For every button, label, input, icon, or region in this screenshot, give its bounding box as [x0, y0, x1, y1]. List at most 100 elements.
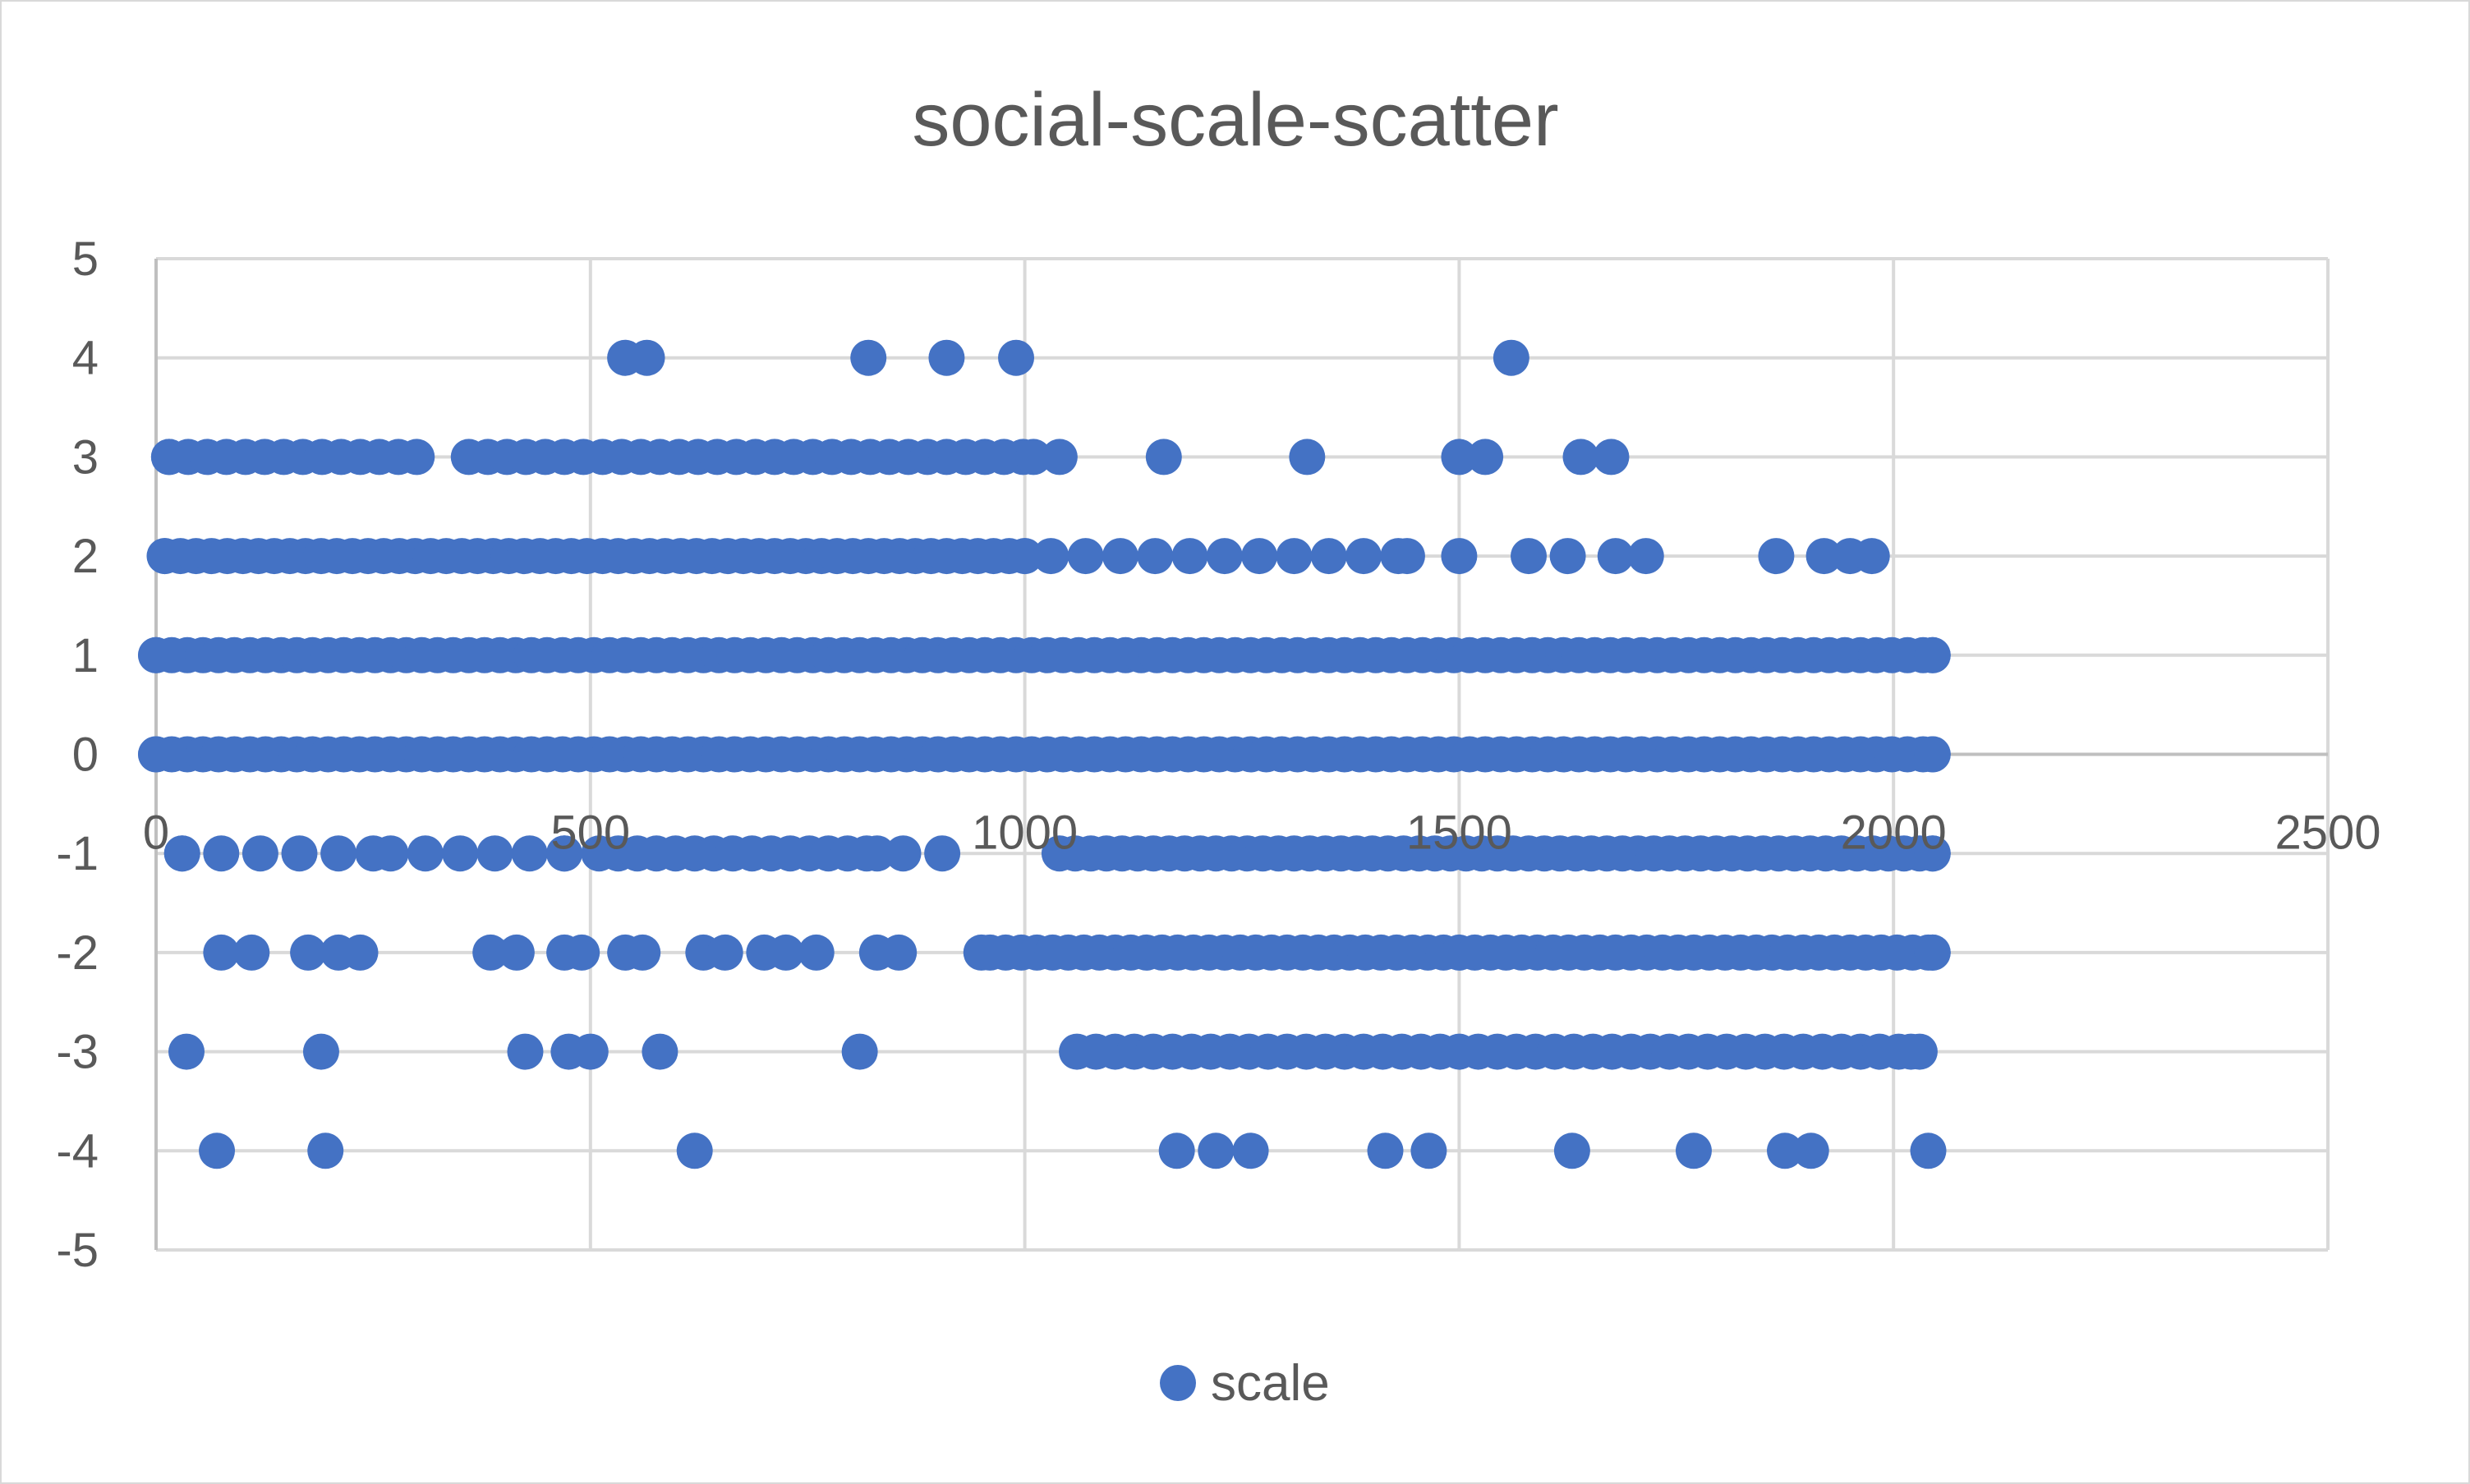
scatter-point — [841, 1033, 878, 1070]
x-tick-label: 1500 — [1406, 806, 1512, 860]
y-tick-label: 0 — [72, 728, 99, 782]
scatter-point — [372, 835, 409, 872]
y-tick-label: 3 — [72, 430, 99, 484]
x-tick-label: 0 — [143, 806, 169, 860]
series-scale-points — [138, 339, 1951, 1169]
scatter-point — [1792, 1133, 1829, 1169]
y-tick-label: -2 — [56, 926, 99, 980]
scatter-point — [881, 934, 918, 971]
scatter-point — [507, 1033, 544, 1070]
scatter-point — [1914, 835, 1951, 872]
scatter-point — [1158, 1133, 1195, 1169]
y-tick-label: -3 — [56, 1026, 99, 1079]
scatter-point — [1914, 736, 1951, 773]
scatter-point — [199, 1133, 236, 1169]
y-tick-label: 2 — [72, 530, 99, 583]
scatter-point — [1102, 538, 1138, 575]
y-tick-label: 5 — [72, 232, 99, 286]
legend-marker-scale — [1160, 1365, 1196, 1401]
scatter-point — [1345, 538, 1382, 575]
scatter-point — [572, 1033, 609, 1070]
scatter-point — [1593, 439, 1630, 476]
scatter-point — [924, 835, 961, 872]
scatter-point — [1853, 538, 1890, 575]
scatter-point — [203, 835, 240, 872]
scatter-point — [398, 439, 435, 476]
y-tick-label: -5 — [56, 1224, 99, 1277]
scatter-point — [1441, 538, 1478, 575]
scatter-point — [1232, 1133, 1269, 1169]
scatter-point — [1206, 538, 1243, 575]
x-tick-label: 500 — [550, 806, 630, 860]
scatter-point — [307, 1133, 344, 1169]
scatter-point — [1562, 439, 1599, 476]
scatter-point — [798, 934, 835, 971]
chart-title: social-scale-scatter — [912, 78, 1558, 162]
scatter-point — [706, 934, 743, 971]
scatter-point — [1241, 538, 1278, 575]
scatter-point — [1006, 538, 1043, 575]
scatter-point — [138, 736, 174, 773]
scatter-point — [472, 934, 509, 971]
scatter-point — [302, 1033, 339, 1070]
scatter-point — [1367, 1133, 1404, 1169]
scatter-point — [858, 835, 895, 872]
scatter-point — [476, 835, 513, 872]
scatter-point — [628, 339, 665, 376]
scatter-point — [168, 1033, 205, 1070]
scatter-point — [1511, 538, 1548, 575]
scatter-point — [233, 934, 270, 971]
y-tick-label: 1 — [72, 629, 99, 682]
scatter-point — [1901, 1033, 1938, 1070]
scatter-point — [150, 439, 187, 476]
scatter-point — [1597, 538, 1634, 575]
scatter-point — [203, 934, 240, 971]
scatter-point — [290, 934, 327, 971]
scatter-point — [320, 835, 357, 872]
legend-label-scale: scale — [1211, 1355, 1330, 1412]
scatter-point — [1549, 538, 1586, 575]
scatter-point — [1276, 538, 1313, 575]
scatter-point — [1493, 339, 1529, 376]
scatter-point — [624, 934, 661, 971]
y-tick-label: -1 — [56, 827, 99, 880]
x-tick-label: 2500 — [2275, 806, 2380, 860]
scatter-point — [546, 835, 583, 872]
x-tick-label: 1000 — [972, 806, 1078, 860]
legend: scale — [1160, 1355, 1330, 1412]
scatter-point — [563, 934, 600, 971]
scatter-point — [1553, 1133, 1590, 1169]
scatter-point — [241, 835, 278, 872]
scatter-point — [928, 339, 965, 376]
scatter-point — [1914, 636, 1951, 673]
scatter-point — [1289, 439, 1326, 476]
scatter-point — [963, 934, 1000, 971]
scatter-point — [642, 1033, 678, 1070]
scatter-point — [1067, 538, 1104, 575]
scatter-point — [1015, 439, 1052, 476]
scatter-point — [1145, 439, 1182, 476]
y-tick-labels: 5 4 3 2 1 0 -1 -2 -3 -4 -5 — [56, 232, 99, 1277]
y-tick-label: 4 — [72, 332, 99, 385]
scatter-point — [1310, 538, 1347, 575]
scatter-point — [1467, 439, 1504, 476]
scatter-point — [281, 835, 318, 872]
x-tick-label: 2000 — [1841, 806, 1947, 860]
scatter-point — [998, 339, 1035, 376]
scatter-point — [1033, 538, 1069, 575]
scatter-point — [1805, 538, 1842, 575]
scatter-point — [1137, 538, 1174, 575]
scatter-point — [1410, 1133, 1447, 1169]
scatter-point — [850, 339, 887, 376]
scatter-point — [1758, 538, 1795, 575]
scatter-point — [767, 934, 804, 971]
scatter-point — [1041, 439, 1078, 476]
scatter-point — [1675, 1133, 1712, 1169]
scatter-point — [163, 835, 200, 872]
scatter-point — [1627, 538, 1664, 575]
scatter-point — [342, 934, 379, 971]
scatter-point — [146, 538, 183, 575]
scatter-point — [1441, 439, 1478, 476]
